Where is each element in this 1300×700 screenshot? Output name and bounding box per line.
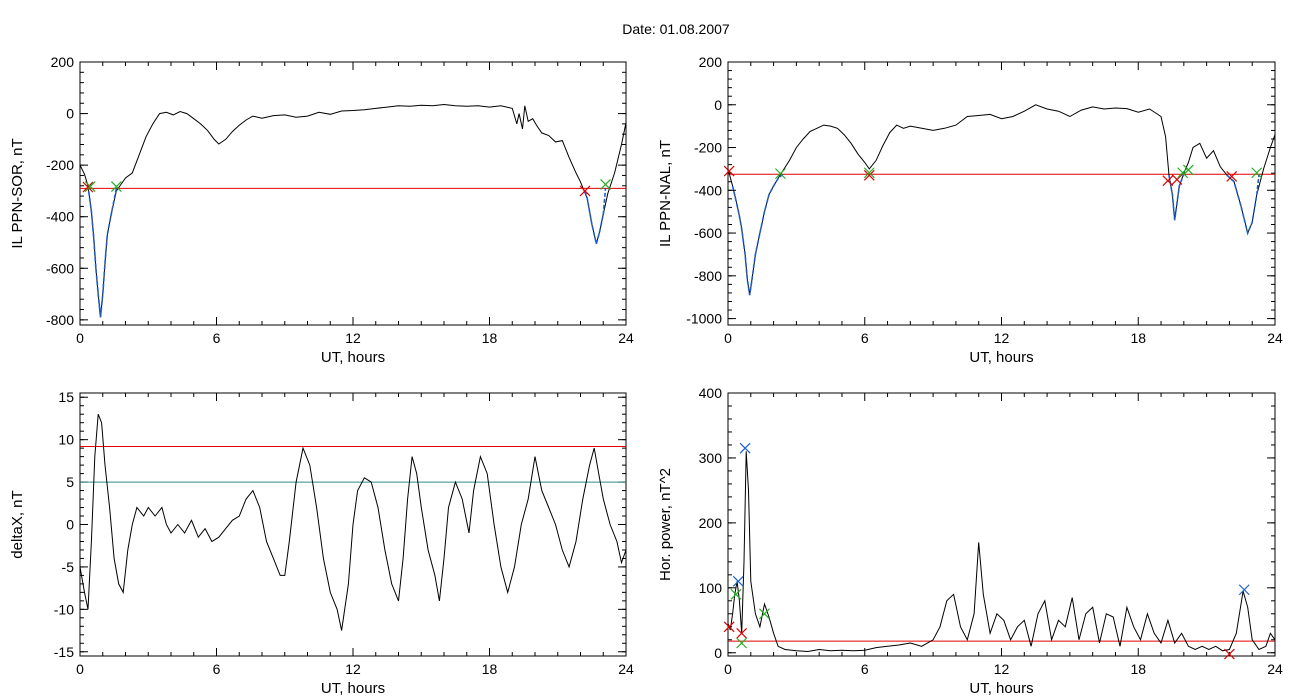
x-tick-label: 0	[76, 330, 84, 346]
y-tick-label: 200	[51, 54, 75, 70]
end-marker	[1177, 167, 1189, 179]
y-tick-label: 100	[699, 580, 723, 596]
start-marker	[863, 169, 875, 181]
x-tick-label: 18	[482, 661, 498, 677]
y-tick-label: 400	[699, 385, 723, 401]
x-tick-label: 18	[482, 330, 498, 346]
start-marker	[1226, 170, 1238, 182]
x-tick-label: 24	[1267, 330, 1283, 346]
start-marker	[1223, 648, 1235, 660]
y-tick-label: 0	[714, 97, 722, 113]
y-tick-label: 0	[66, 517, 74, 533]
plot-frame	[727, 61, 1276, 326]
start-marker	[82, 181, 94, 193]
event-segment	[584, 188, 607, 245]
x-tick-label: 18	[1130, 330, 1146, 346]
end-marker	[110, 181, 122, 192]
x-tick-label: 12	[994, 330, 1010, 346]
y-axis-label: IL PPN-NAL, nT	[657, 140, 674, 247]
x-tick-label: 6	[861, 330, 869, 346]
plot-frame	[727, 392, 1276, 657]
end-marker	[730, 588, 742, 600]
x-tick-label: 6	[861, 661, 869, 677]
y-axis-label: deltaX, nT	[9, 490, 26, 558]
peak-marker	[732, 575, 744, 587]
x-axis-label: UT, hours	[321, 349, 385, 366]
series-trace	[79, 103, 627, 318]
y-tick-label: -400	[694, 182, 722, 198]
x-tick-label: 18	[1130, 661, 1146, 677]
x-tick-label: 12	[345, 330, 361, 346]
y-tick-label: 15	[58, 389, 74, 405]
x-tick-label: 0	[76, 661, 84, 677]
panel-deltax: 0 6 12 18 24 -15 -10 -5 0 5 10 15 UT, hours deltaX, n…	[9, 389, 634, 697]
start-marker	[723, 621, 735, 633]
end-marker	[863, 167, 875, 179]
y-tick-label: -1000	[686, 311, 722, 327]
end-marker	[600, 179, 611, 190]
panel-ppn-sor: 0 6 12 18 24 -800 -600 -400 -200 0 200 UT, hours IL …	[9, 54, 634, 366]
event-segment	[1226, 174, 1260, 236]
series-trace	[727, 451, 1276, 653]
y-tick-label: -600	[46, 260, 74, 276]
event-segment	[1168, 174, 1185, 221]
y-tick-label: -400	[46, 209, 74, 225]
x-tick-label: 0	[724, 330, 732, 346]
x-axis-label: UT, hours	[969, 680, 1033, 697]
x-tick-label: 24	[1267, 661, 1283, 677]
start-marker	[1162, 175, 1174, 187]
start-marker	[723, 165, 735, 177]
y-tick-label: -600	[694, 225, 722, 241]
y-tick-label: 0	[66, 106, 74, 122]
y-tick-label: 300	[699, 450, 723, 466]
y-tick-label: 200	[699, 515, 723, 531]
peak-marker	[739, 442, 751, 454]
y-tick-label: -5	[62, 559, 75, 575]
y-tick-label: 0	[714, 645, 722, 661]
x-tick-label: 24	[618, 661, 634, 677]
figure-title: Date: 01.08.2007	[622, 21, 730, 37]
y-tick-label: -15	[54, 644, 74, 660]
x-tick-label: 12	[345, 661, 361, 677]
plot-frame	[79, 61, 627, 326]
x-tick-label: 6	[213, 661, 221, 677]
event-segment	[731, 173, 784, 296]
y-axis-label: IL PPN-SOR, nT	[9, 138, 26, 248]
x-tick-label: 24	[618, 330, 634, 346]
end-marker	[84, 181, 96, 192]
end-marker	[736, 637, 748, 649]
end-marker	[774, 168, 786, 180]
panel-ppn-nal: 0 6 12 18 24 -1000 -800 -600 -400 -200 0 200 UT, hou…	[657, 54, 1283, 366]
x-axis-label: UT, hours	[321, 680, 385, 697]
peak-marker	[1238, 584, 1250, 596]
y-tick-label: 10	[58, 432, 74, 448]
x-axis-label: UT, hours	[969, 349, 1033, 366]
event-segment	[87, 185, 118, 318]
y-tick-label: 200	[699, 54, 723, 70]
y-tick-label: -800	[694, 268, 722, 284]
start-marker	[579, 185, 591, 197]
y-tick-label: -200	[46, 157, 74, 173]
x-tick-label: 0	[724, 661, 732, 677]
y-tick-label: -10	[54, 601, 74, 617]
panel-hor-power: 0 6 12 18 24 0 100 200 300 400 UT, hours Hor. power…	[657, 385, 1283, 697]
end-marker	[1251, 167, 1263, 179]
end-marker	[759, 608, 770, 620]
x-tick-label: 12	[994, 661, 1010, 677]
start-marker	[736, 627, 748, 639]
start-marker	[1171, 174, 1183, 186]
y-tick-label: -800	[46, 312, 74, 328]
y-tick-label: 5	[66, 474, 74, 490]
x-tick-label: 6	[213, 330, 221, 346]
y-tick-label: -200	[694, 140, 722, 156]
end-marker	[1182, 164, 1194, 176]
series-trace	[79, 414, 627, 631]
y-axis-label: Hor. power, nT^2	[657, 468, 674, 581]
series-trace	[727, 104, 1276, 296]
